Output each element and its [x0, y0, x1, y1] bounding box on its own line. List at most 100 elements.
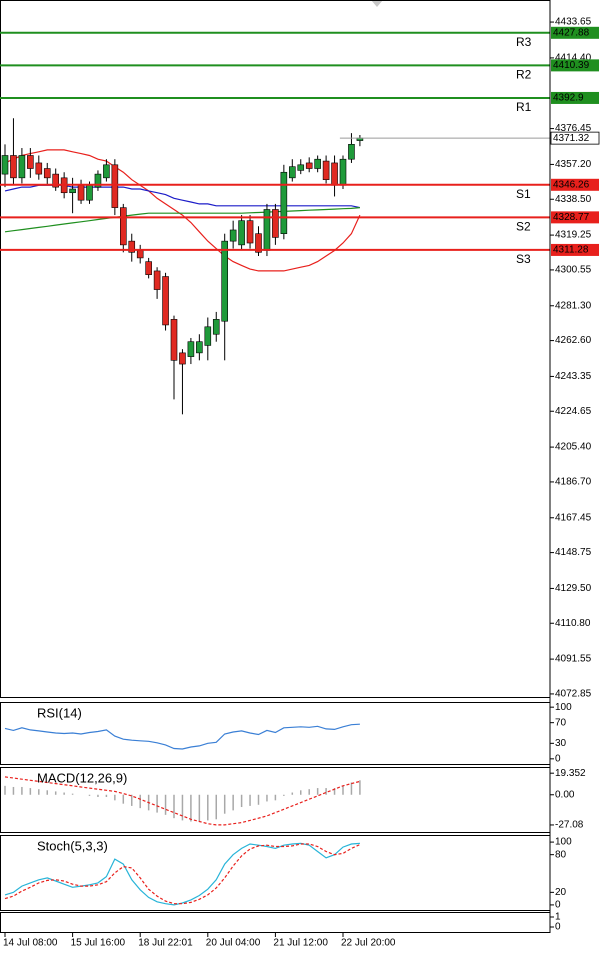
y-tick-label: 4376.45 — [555, 123, 592, 134]
candle-body — [136, 250, 144, 259]
moving-average — [4, 207, 360, 233]
y-tick-label: 4148.75 — [555, 547, 592, 558]
candle-body — [86, 184, 93, 201]
pivot-name: R2 — [516, 68, 532, 82]
y-tick-label: 4224.65 — [555, 406, 592, 417]
pivot-name: S2 — [516, 220, 531, 234]
candle-body — [196, 341, 203, 354]
candle-body — [339, 158, 347, 186]
x-tick-label: 18 Jul 22:01 — [138, 938, 193, 949]
pivot-box — [551, 59, 599, 72]
x-tick-label: 15 Jul 16:00 — [71, 938, 126, 949]
y-tick-label: 4433.65 — [555, 17, 592, 28]
candle-body — [331, 162, 338, 186]
candle-body — [170, 319, 178, 361]
indicator-title: RSI(14) — [37, 705, 82, 720]
candle-body — [280, 171, 288, 234]
indicator-line — [4, 842, 360, 906]
y-tick-label: 70 — [555, 717, 567, 728]
candle-body — [162, 276, 169, 326]
candle-body — [246, 220, 254, 244]
candle-body — [128, 240, 136, 253]
candle-body — [305, 162, 313, 169]
candle-body — [322, 160, 330, 180]
x-tick-label: 20 Jul 04:00 — [206, 938, 261, 949]
candle-body — [229, 229, 237, 242]
y-tick-label: 4129.50 — [555, 583, 592, 594]
x-tick-label: 21 Jul 12:00 — [273, 938, 328, 949]
y-tick-label: 100 — [555, 702, 572, 713]
y-tick-label: 100 — [555, 837, 572, 848]
y-tick-label: 4091.55 — [555, 654, 592, 665]
pivot-value: 4392.9 — [553, 93, 584, 104]
last-price-box — [550, 131, 600, 145]
candle-body — [221, 240, 228, 322]
candle-body — [212, 319, 220, 335]
pivot-value: 4410.39 — [553, 60, 590, 71]
candle-body — [27, 155, 34, 169]
last-price-label: 4371.32 — [553, 133, 590, 144]
pivot-name: S3 — [516, 252, 531, 266]
pivot-name: R3 — [516, 35, 532, 49]
y-tick-label: 0.00 — [555, 789, 575, 800]
pivot-box — [551, 243, 599, 256]
candle-body — [179, 352, 186, 365]
x-tick-label: 22 Jul 20:00 — [341, 938, 396, 949]
pivot-box — [551, 26, 599, 39]
y-tick-label: 4205.40 — [555, 442, 592, 453]
y-tick-label: 4319.25 — [555, 230, 592, 241]
y-tick-label: -27.08 — [555, 820, 584, 831]
y-tick-label: 0 — [555, 753, 561, 764]
pivot-box — [551, 178, 599, 191]
candle-body — [77, 184, 85, 201]
pivot-value: 4427.88 — [553, 27, 590, 38]
candle-body — [238, 220, 245, 246]
y-tick-label: 0 — [555, 900, 561, 911]
y-tick-label: 4338.50 — [555, 194, 592, 205]
pivot-value: 4311.28 — [553, 245, 589, 256]
candle-body — [103, 164, 110, 179]
indicator-title: MACD(12,26,9) — [37, 770, 127, 785]
candle-body — [263, 209, 271, 251]
pivot-value: 4346.26 — [553, 179, 590, 190]
candle-body — [18, 155, 26, 179]
candle-body — [120, 207, 127, 246]
scroll-marker — [371, 0, 383, 7]
y-tick-label: 4414.40 — [555, 53, 592, 64]
y-tick-label: 4281.30 — [555, 300, 592, 311]
moving-average — [4, 149, 361, 272]
indicator-line — [4, 723, 360, 750]
candle-body — [94, 173, 102, 188]
candle-body — [348, 144, 355, 160]
y-tick-label: 30 — [555, 738, 567, 749]
candle-body — [255, 233, 262, 253]
pivot-box — [551, 91, 599, 104]
indicator-line — [4, 776, 361, 826]
candle-body — [204, 326, 212, 346]
y-tick-label: 1 — [555, 912, 561, 923]
candle-body — [69, 188, 76, 194]
y-tick-label: 0 — [555, 922, 561, 933]
candle-body — [35, 162, 43, 175]
candle-body — [297, 164, 305, 171]
candle-body — [52, 173, 60, 188]
y-tick-label: 4357.20 — [555, 159, 592, 170]
candle-body — [145, 261, 152, 275]
pivot-name: S1 — [516, 187, 531, 201]
candle-body — [288, 166, 296, 179]
y-tick-label: 4167.45 — [555, 512, 592, 523]
pivot-name: R1 — [516, 100, 532, 114]
candle-body — [187, 341, 195, 357]
pivot-box — [551, 211, 599, 224]
indicator-title: Stoch(5,3,3) — [37, 838, 108, 853]
y-tick-label: 4186.70 — [555, 477, 592, 488]
candle-body — [43, 168, 51, 179]
y-tick-label: 4300.55 — [555, 265, 592, 276]
y-tick-label: 4243.35 — [555, 371, 592, 382]
candle-body — [272, 209, 279, 238]
y-tick-label: 80 — [555, 849, 567, 860]
y-tick-label: 19.352 — [555, 768, 586, 779]
y-tick-label: 20 — [555, 887, 567, 898]
